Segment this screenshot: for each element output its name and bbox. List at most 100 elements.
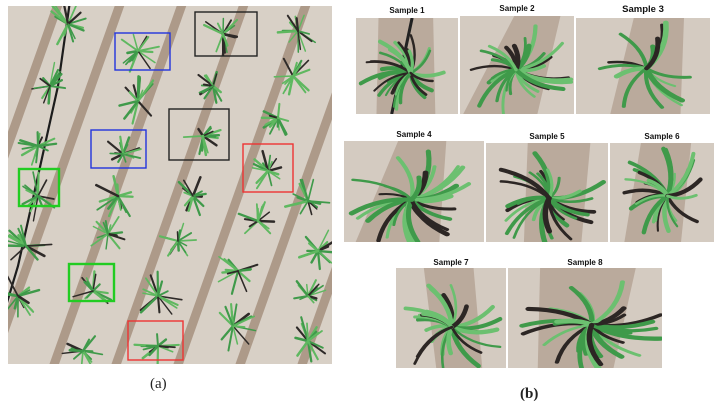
crop-leaf	[348, 197, 415, 216]
red-annotation-box	[242, 143, 294, 193]
crop-leaf	[586, 322, 604, 367]
crop-leaf	[446, 324, 455, 356]
sample-2-image	[460, 16, 574, 114]
crop-leaf	[661, 146, 673, 199]
plant	[158, 222, 198, 257]
green-annotation-box	[17, 167, 61, 208]
sample-2-label: Sample 2	[499, 4, 535, 13]
plant	[120, 33, 160, 73]
sample-5-image	[486, 143, 608, 242]
plant	[298, 229, 332, 271]
crop-leaf	[409, 71, 434, 83]
plant	[237, 201, 276, 235]
furrow-row	[173, 6, 311, 364]
sample-4-image	[344, 141, 484, 242]
plant	[203, 17, 239, 57]
blue-annotation-box	[90, 129, 147, 169]
sample-7: Sample 7	[396, 258, 506, 368]
field-aerial-svg	[8, 6, 332, 364]
sample-6: Sample 6	[610, 132, 714, 242]
crop-leaf	[365, 60, 412, 75]
plant	[118, 75, 155, 125]
plant	[251, 149, 283, 190]
plant	[177, 176, 207, 217]
crop-plant	[358, 34, 446, 111]
sample-1: Sample 1	[356, 6, 458, 114]
crop-leaf	[624, 178, 669, 198]
red-annotation-box	[127, 320, 184, 361]
furrows	[8, 6, 332, 364]
caption-b: (b)	[520, 386, 539, 402]
plant	[293, 279, 327, 304]
plant	[260, 102, 290, 136]
sample-8-image	[508, 268, 662, 368]
crop-plant	[348, 149, 472, 242]
sample-3: Sample 3	[576, 4, 710, 114]
sample-4: Sample 4	[344, 130, 484, 242]
plant	[8, 224, 53, 261]
crop-leaf	[405, 197, 421, 242]
sample-3-image	[576, 18, 710, 114]
plant	[273, 57, 311, 96]
crop-plant	[597, 20, 692, 109]
annotation-boxes	[17, 11, 294, 361]
plants	[8, 6, 332, 364]
plant	[95, 175, 134, 218]
crop-plant	[622, 146, 703, 235]
plant	[218, 303, 257, 352]
crop-leaf	[487, 44, 518, 72]
plant	[90, 216, 126, 250]
furrow-row	[111, 6, 249, 364]
sample-8-label: Sample 8	[567, 258, 603, 267]
crop-leaf	[495, 68, 518, 103]
crop-leaf	[546, 196, 590, 217]
crop-leaf	[644, 36, 661, 71]
plant	[31, 61, 67, 105]
crop-leaf	[450, 325, 502, 349]
crop-plant	[519, 280, 662, 368]
crop-leaf	[413, 325, 454, 365]
crop-leaf	[635, 194, 669, 205]
crop-leaf	[449, 324, 500, 335]
sample-4-label: Sample 4	[396, 130, 432, 139]
plant	[217, 255, 259, 295]
crop-leaf	[666, 194, 679, 228]
plant	[276, 14, 316, 53]
sample-2: Sample 2	[460, 4, 574, 114]
crop-leaf	[498, 167, 552, 201]
field-aerial-image	[8, 6, 332, 364]
crop-leaf	[666, 193, 698, 200]
green-annotation-box	[67, 262, 116, 303]
crop-leaf	[513, 67, 566, 92]
plant	[21, 171, 56, 222]
plant	[197, 70, 223, 104]
crop-leaf	[409, 182, 472, 202]
plant	[106, 135, 142, 163]
plant	[182, 125, 222, 157]
crop-leaf	[621, 67, 649, 108]
sample-1-label: Sample 1	[389, 6, 425, 15]
sample-1-image	[356, 18, 458, 114]
plant	[139, 270, 183, 315]
sample-7-image	[396, 268, 506, 368]
furrow-row	[8, 6, 63, 159]
crop-leaf	[665, 151, 696, 198]
crop-leaf	[409, 49, 432, 75]
blue-annotation-box	[114, 32, 171, 71]
plant	[133, 333, 180, 364]
crop-leaf	[407, 49, 414, 75]
crop-leaf	[504, 196, 552, 236]
sample-5-label: Sample 5	[529, 132, 565, 141]
sample-6-label: Sample 6	[644, 132, 680, 141]
sample-8: Sample 8	[508, 258, 662, 368]
crop-leaf	[589, 280, 625, 327]
sample-7-label: Sample 7	[433, 258, 469, 267]
black-annotation-box	[168, 108, 230, 161]
plant	[50, 6, 87, 46]
crop-leaf	[409, 198, 450, 232]
plant	[17, 131, 58, 166]
crop-leaf	[568, 286, 595, 327]
crop-leaf	[618, 32, 649, 70]
crop-plant	[469, 24, 574, 114]
plant	[284, 178, 331, 216]
